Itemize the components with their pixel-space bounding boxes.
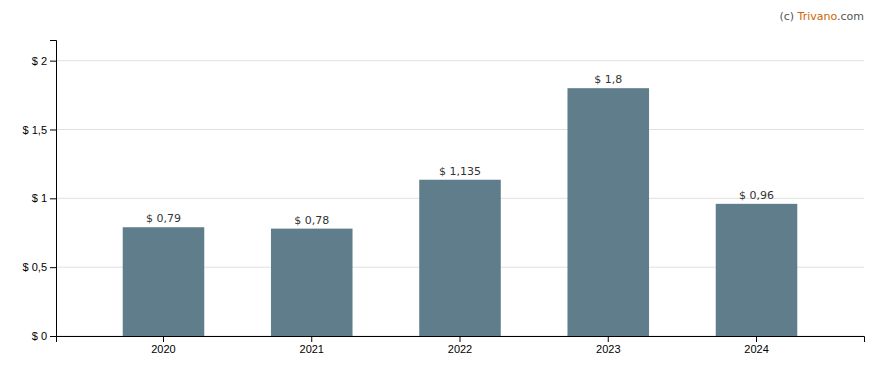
y-tick-label: $ 0,5 xyxy=(23,261,47,273)
data-label: $ 1,8 xyxy=(594,73,622,86)
x-tick: 2020 xyxy=(151,336,175,355)
bars xyxy=(123,88,798,336)
y-tick: $ 1,5 xyxy=(23,124,56,136)
x-tick-mark xyxy=(460,336,461,342)
y-tick-mark xyxy=(50,61,56,62)
data-label: $ 0,78 xyxy=(294,214,329,227)
y-tick-mark xyxy=(50,267,56,268)
y-tick: $ 0 xyxy=(32,330,56,342)
y-tick: $ 1 xyxy=(32,192,56,204)
x-tick-label: 2024 xyxy=(744,343,768,355)
data-label: $ 0,79 xyxy=(146,212,181,225)
chart: $ 0 $ 0,5 $ 1 $ 1,5 $ 2 2020 2021 2022 2023 2024 $… xyxy=(0,0,888,370)
bar xyxy=(271,229,353,336)
y-tick-label: $ 2 xyxy=(32,55,47,67)
y-tick: $ 0,5 xyxy=(23,261,56,273)
y-tick-mark xyxy=(50,198,56,199)
data-label: $ 1,135 xyxy=(439,165,481,178)
grid xyxy=(56,61,864,336)
x-tick-label: 2023 xyxy=(596,343,620,355)
watermark: (c) Trivano.com xyxy=(779,10,864,23)
x-axis-line xyxy=(57,337,865,343)
y-tick: $ 2 xyxy=(32,55,56,67)
watermark-part: (c) xyxy=(779,10,797,23)
y-tick-mark xyxy=(50,129,56,130)
watermark-part: .com xyxy=(837,10,864,23)
y-tick-label: $ 0 xyxy=(32,330,47,342)
x-axis: 2020 2021 2022 2023 2024 xyxy=(57,336,865,355)
x-tick-mark xyxy=(163,336,164,342)
bar xyxy=(123,227,205,336)
x-tick: 2022 xyxy=(448,336,472,355)
x-tick-mark xyxy=(311,336,312,342)
x-tick-label: 2020 xyxy=(151,343,175,355)
x-tick: 2023 xyxy=(596,336,620,355)
y-tick-mark xyxy=(50,336,56,337)
bar xyxy=(567,88,649,336)
y-axis-line xyxy=(50,41,57,337)
grid-line xyxy=(56,60,864,61)
x-tick: 2024 xyxy=(744,336,768,355)
y-tick-label: $ 1 xyxy=(32,192,47,204)
x-tick-mark xyxy=(608,336,609,342)
watermark-part: Trivano xyxy=(797,10,838,23)
data-label: $ 0,96 xyxy=(739,189,774,202)
y-axis: $ 0 $ 0,5 $ 1 $ 1,5 $ 2 xyxy=(23,41,57,343)
x-tick-label: 2021 xyxy=(300,343,324,355)
x-tick-label: 2022 xyxy=(448,343,472,355)
grid-line xyxy=(56,129,864,130)
x-tick: 2021 xyxy=(300,336,324,355)
y-tick-label: $ 1,5 xyxy=(23,124,47,136)
plot: $ 0 $ 0,5 $ 1 $ 1,5 $ 2 2020 2021 2022 2023 2024 $… xyxy=(23,41,865,355)
bar xyxy=(419,180,501,336)
bar xyxy=(716,204,798,336)
data-labels: $ 0,79 $ 0,78 $ 1,135 $ 1,8 $ 0,96 xyxy=(146,73,774,226)
x-tick-mark xyxy=(756,336,757,342)
